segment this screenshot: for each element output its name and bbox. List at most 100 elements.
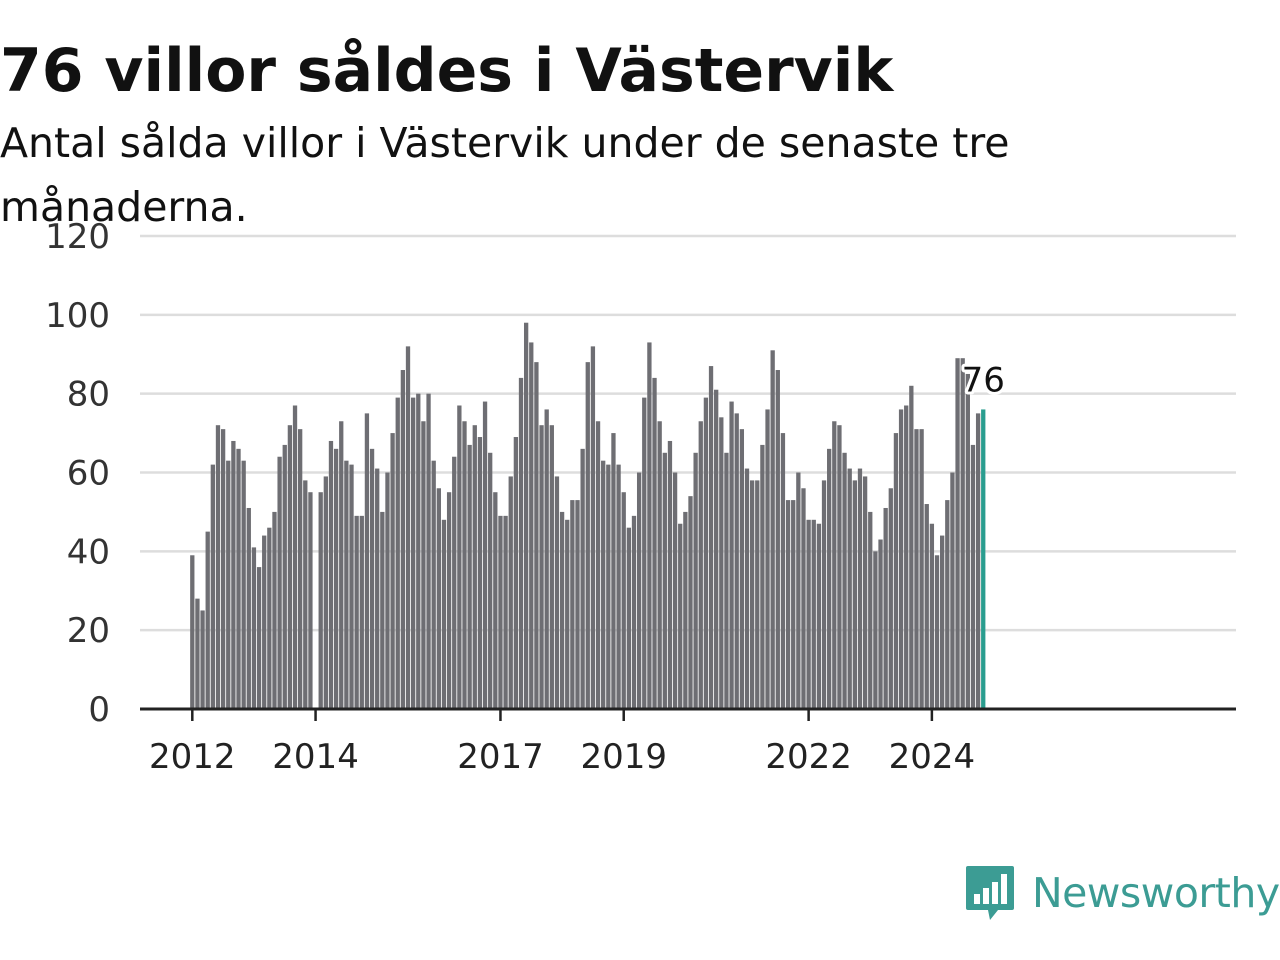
bar [919, 429, 924, 709]
bar [441, 519, 447, 709]
value-labels: 76 [959, 357, 1008, 403]
bar [395, 397, 400, 709]
bar [842, 452, 847, 709]
bar [760, 444, 765, 709]
bar [708, 366, 714, 709]
bar [806, 519, 811, 709]
bar [862, 476, 868, 709]
bar [642, 397, 647, 709]
y-tick-label: 60 [67, 454, 110, 494]
bar [837, 425, 842, 709]
bar [780, 433, 786, 709]
bar [467, 444, 472, 709]
bar [549, 425, 554, 709]
bar [282, 444, 287, 709]
bar [934, 555, 940, 709]
bar [868, 511, 873, 709]
bar [277, 456, 282, 709]
bar [827, 448, 832, 709]
bar [349, 464, 354, 709]
bar [929, 523, 935, 709]
bar [292, 405, 298, 709]
y-tick-label: 100 [45, 296, 110, 336]
bar [477, 437, 483, 709]
bar [303, 480, 308, 709]
bar [662, 452, 667, 709]
x-tick-label: 2012 [149, 737, 236, 777]
bar [452, 456, 457, 709]
y-tick-label: 20 [67, 611, 110, 651]
y-tick-label: 40 [67, 532, 110, 572]
bar [940, 535, 945, 709]
bar [878, 539, 883, 709]
bar [585, 362, 590, 709]
bar [226, 460, 231, 709]
bar [498, 515, 503, 709]
bar [215, 425, 221, 709]
bar [390, 433, 395, 709]
bar [796, 472, 801, 709]
chart-title: 76 villor såldes i Västervik [0, 36, 894, 106]
bar [924, 504, 929, 709]
bar [508, 476, 513, 709]
bar [256, 567, 262, 709]
bar [734, 413, 739, 709]
bar [852, 480, 857, 709]
bar [503, 515, 508, 709]
x-tick-label: 2019 [580, 737, 667, 777]
bar [667, 440, 673, 709]
bar [744, 468, 750, 709]
bar [683, 511, 688, 709]
bar [590, 346, 596, 709]
bar [375, 468, 380, 709]
x-tick-label: 2017 [457, 737, 544, 777]
bar [488, 452, 493, 709]
bar [631, 515, 637, 709]
bar [883, 507, 888, 709]
bar [857, 468, 863, 709]
bar [462, 421, 467, 709]
bar [606, 464, 611, 709]
bar [369, 448, 375, 709]
bar [811, 519, 816, 709]
bar [698, 421, 703, 709]
x-axis-ticks: 2012 2014 2017 2019 2022 2024 [149, 709, 975, 777]
bar [785, 500, 791, 709]
bar [318, 492, 323, 709]
bar [904, 405, 909, 709]
brand-name: Newsworthy [1032, 869, 1280, 917]
highlight-value-label: 76 [962, 360, 1005, 400]
bar [241, 460, 246, 709]
bar [421, 421, 426, 709]
bar [400, 370, 406, 709]
x-tick-label: 2014 [272, 737, 359, 777]
bar [410, 397, 416, 709]
x-tick-label: 2022 [765, 737, 852, 777]
bar [575, 500, 580, 709]
bar [359, 515, 364, 709]
bar [672, 472, 678, 709]
bar [539, 425, 544, 709]
bar [565, 519, 570, 709]
bar [195, 598, 200, 709]
bar [703, 397, 709, 709]
bars [190, 322, 986, 709]
bar [559, 511, 565, 709]
bar [493, 492, 498, 709]
bar [770, 350, 775, 709]
bar [652, 377, 657, 709]
bar [523, 322, 529, 709]
y-tick-label: 80 [67, 375, 110, 415]
bar [544, 409, 549, 709]
bar [975, 413, 981, 709]
bar [714, 389, 719, 709]
bar [950, 472, 955, 709]
bar [601, 460, 606, 709]
bar [380, 511, 385, 709]
bar [724, 452, 729, 709]
x-tick-label: 2024 [889, 737, 976, 777]
y-axis-ticks: 0 20 40 60 80 100 120 [45, 217, 110, 730]
newsworthy-logo: Newsworthy [964, 864, 1280, 922]
highlight-bar [981, 409, 986, 709]
bar [970, 444, 976, 709]
